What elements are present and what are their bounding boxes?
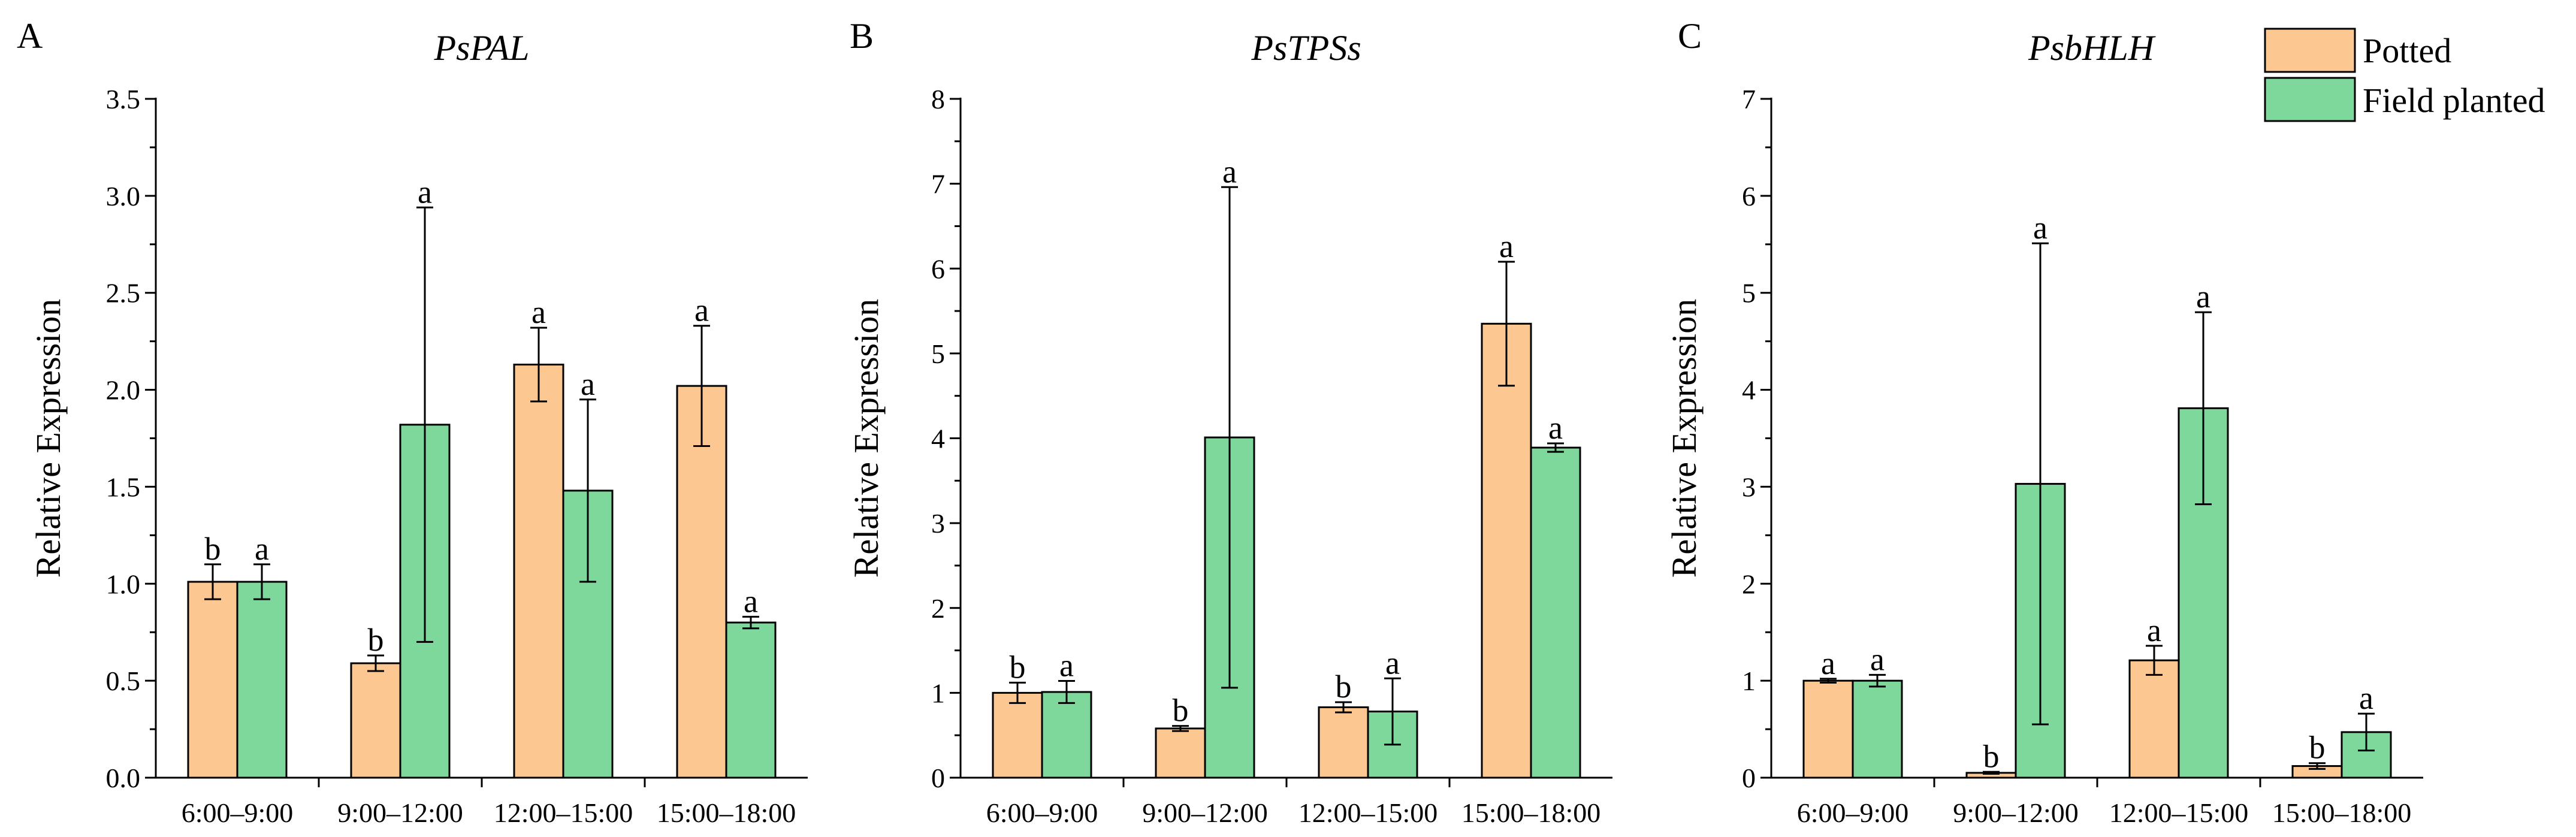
x-tick-label: 9:00–12:00 [337, 797, 463, 828]
y-tick-label: 3 [1742, 472, 1756, 502]
significance-letter: a [744, 583, 758, 619]
y-tick-label: 5 [931, 339, 945, 369]
legend-swatch-potted [2264, 28, 2356, 73]
significance-letter: a [694, 292, 709, 328]
x-tick-label: 6:00–9:00 [182, 797, 294, 828]
significance-letter: a [1821, 645, 1835, 681]
y-tick-label: 0.5 [106, 666, 141, 696]
y-tick-label: 6 [931, 253, 945, 284]
x-tick-label: 12:00–15:00 [1298, 797, 1438, 828]
x-tick-label: 12:00–15:00 [2109, 797, 2249, 828]
significance-letter: a [2033, 210, 2047, 246]
panel-c: C PsbHLH Relative Expression 0 1 2 3 4 5 6 7 6:00–9… [1665, 16, 2423, 828]
y-tick-label: 2.5 [106, 278, 141, 309]
y-tick-label: 5 [1742, 278, 1756, 309]
panel-letter: A [17, 16, 43, 56]
bar-field-planted-4 [725, 621, 777, 779]
bar-field-planted-1 [1041, 691, 1092, 779]
panel-b: B PsTPSs Relative Expression 0 1 2 3 4 5 6 7 8 6:00–… [847, 16, 1612, 828]
significance-letter: b [1010, 649, 1026, 685]
legend-label-potted: Potted [2363, 31, 2451, 70]
legend: Potted Field planted [2264, 28, 2545, 122]
bar-potted-1 [187, 581, 238, 779]
y-tick-label: 3 [931, 508, 945, 539]
y-tick-label: 0 [931, 763, 945, 793]
y-tick-label: 4 [931, 424, 945, 454]
significance-letter: b [2309, 730, 2326, 766]
panel-letter: C [1678, 16, 1702, 56]
y-tick-label: 0.0 [106, 763, 141, 793]
y-tick-label: 0 [1742, 763, 1756, 793]
significance-letter: a [418, 174, 432, 210]
bar-potted-3 [2128, 659, 2180, 779]
x-tick-label: 12:00–15:00 [494, 797, 633, 828]
y-tick-label: 1.5 [106, 472, 141, 502]
x-tick-label: 6:00–9:00 [1797, 797, 1909, 828]
significance-letter: a [1385, 645, 1400, 681]
y-tick-label: 2.0 [106, 375, 141, 406]
significance-letter: a [581, 366, 595, 402]
significance-letter: b [1336, 669, 1352, 705]
significance-letter: a [255, 531, 269, 567]
y-tick-label: 2 [931, 593, 945, 624]
y-tick-label: 7 [1742, 84, 1756, 114]
significance-letter: a [2147, 612, 2161, 648]
x-tick-label: 15:00–18:00 [657, 797, 796, 828]
significance-letter: a [1870, 641, 1885, 677]
y-tick-label: 6 [1742, 181, 1756, 211]
y-axis-label: Relative Expression [1665, 299, 1704, 578]
bar-potted-4 [1481, 322, 1532, 779]
x-tick-label: 6:00–9:00 [986, 797, 1098, 828]
chart-title: PsPAL [434, 28, 530, 68]
bar-potted-1 [992, 691, 1043, 779]
chart-title: PsbHLH [2028, 28, 2157, 68]
significance-letter: a [1548, 410, 1563, 446]
y-axis-label: Relative Expression [29, 299, 68, 578]
bar-field-planted-4 [1530, 446, 1581, 779]
significance-letter: a [1059, 648, 1074, 684]
bar-potted-3 [1318, 706, 1369, 779]
y-tick-label: 7 [931, 169, 945, 200]
y-tick-label: 1 [931, 678, 945, 708]
y-tick-label: 4 [1742, 375, 1756, 406]
y-tick-label: 3.5 [106, 84, 141, 114]
bar-potted-2 [1155, 727, 1206, 779]
x-tick-label: 15:00–18:00 [2272, 797, 2412, 828]
significance-letter: b [1983, 738, 2000, 774]
y-tick-label: 2 [1742, 569, 1756, 599]
bar-potted-3 [513, 363, 564, 779]
legend-label-field-planted: Field planted [2363, 81, 2545, 120]
significance-letter: b [1173, 693, 1189, 729]
significance-letter: a [531, 294, 546, 330]
x-tick-label: 9:00–12:00 [1953, 797, 2079, 828]
chart-panels: A PsPAL Relative Expression 0.0 0.5 1.0 1.5 2.0… [17, 16, 2423, 828]
bar-field-planted-1 [1852, 679, 1903, 779]
panel-letter: B [850, 16, 874, 56]
bar-field-planted-1 [236, 581, 288, 779]
y-tick-label: 8 [931, 84, 945, 114]
y-tick-label: 1 [1742, 666, 1756, 696]
significance-letter: a [1222, 153, 1237, 189]
panel-a: A PsPAL Relative Expression 0.0 0.5 1.0 1.5 2.0… [17, 16, 808, 828]
bar-potted-1 [1802, 679, 1854, 779]
y-tick-label: 1.0 [106, 569, 141, 599]
bar-potted-2 [350, 662, 401, 779]
y-axis-label: Relative Expression [847, 299, 886, 578]
significance-letter: b [205, 531, 221, 567]
significance-letter: a [2359, 680, 2373, 716]
chart-title: PsTPSs [1251, 28, 1361, 68]
significance-letter: a [2196, 279, 2210, 315]
legend-swatch-field-planted [2264, 77, 2356, 122]
x-tick-label: 9:00–12:00 [1142, 797, 1268, 828]
significance-letter: a [1499, 228, 1514, 264]
x-tick-label: 15:00–18:00 [1461, 797, 1601, 828]
y-tick-label: 3.0 [106, 181, 141, 211]
significance-letter: b [368, 622, 384, 658]
